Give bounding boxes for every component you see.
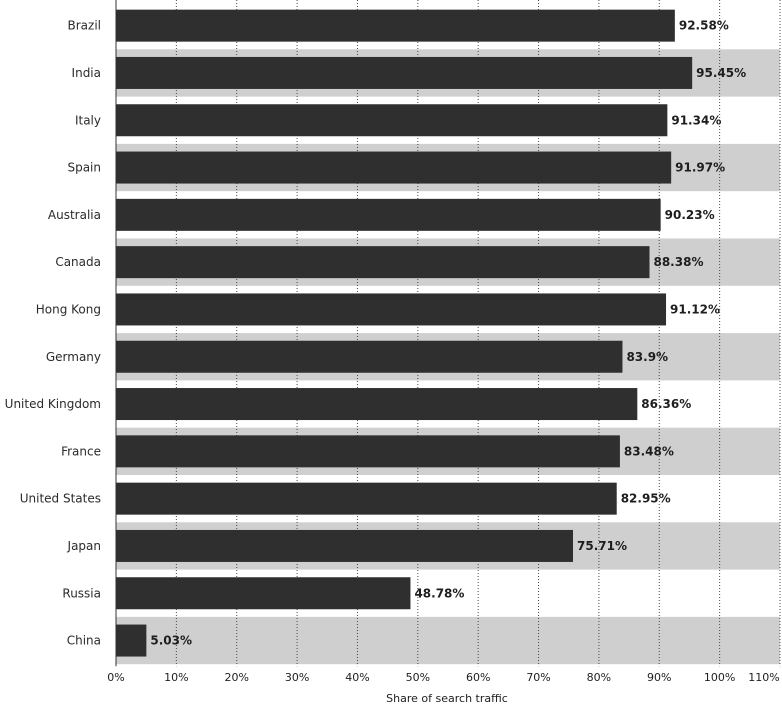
value-label: 90.23% [665, 208, 715, 222]
bar [116, 56, 693, 89]
x-tick-label: 90% [647, 671, 671, 684]
value-label: 5.03% [150, 634, 192, 648]
x-tick-label: 10% [164, 671, 188, 684]
x-tick-label: 0% [107, 671, 124, 684]
x-axis-ticks: 0% 10% 20% 30% 40% 50% 60% 70% 80% 90% 100% 110% [107, 671, 779, 684]
bar [116, 340, 623, 373]
category-label: China [67, 634, 101, 648]
bar [116, 435, 620, 468]
category-label: United States [20, 492, 101, 506]
x-tick-label: 30% [285, 671, 309, 684]
value-label: 91.97% [675, 161, 725, 175]
bar [116, 388, 638, 421]
x-tick-label: 40% [345, 671, 369, 684]
category-label: Spain [67, 161, 101, 175]
bar [116, 151, 672, 184]
value-label: 82.95% [621, 492, 671, 506]
value-labels: 92.58% 95.45% 91.34% 91.97% 90.23% 88.38% 91.1… [150, 19, 746, 648]
category-label: Russia [62, 586, 101, 600]
bars [116, 9, 693, 657]
category-label: Australia [48, 208, 101, 222]
bar [116, 482, 617, 515]
bar [116, 293, 667, 326]
category-label: United Kingdom [5, 397, 101, 411]
bar [116, 246, 650, 279]
value-label: 92.58% [679, 19, 729, 33]
x-tick-label: 110% [748, 671, 779, 684]
category-label: India [72, 66, 101, 80]
category-label: Italy [75, 113, 101, 127]
value-label: 75.71% [577, 539, 627, 553]
category-label: Germany [46, 350, 101, 364]
bar [116, 577, 411, 610]
bar [116, 624, 147, 657]
row-band [116, 616, 780, 665]
bar [116, 198, 661, 231]
category-label: France [61, 444, 101, 458]
x-tick-label: 20% [225, 671, 249, 684]
category-labels: Brazil India Italy Spain Australia Canada Hong… [5, 19, 101, 648]
value-label: 88.38% [653, 255, 703, 269]
x-tick-label: 50% [406, 671, 430, 684]
x-tick-label: 80% [587, 671, 611, 684]
value-label: 91.12% [670, 302, 720, 316]
value-label: 48.78% [414, 586, 464, 600]
x-tick-label: 60% [466, 671, 490, 684]
value-label: 83.48% [624, 444, 674, 458]
x-tick-label: 100% [704, 671, 735, 684]
value-label: 86.36% [641, 397, 691, 411]
x-tick-label: 70% [526, 671, 550, 684]
bar [116, 104, 668, 137]
category-label: Japan [67, 539, 101, 553]
category-label: Canada [55, 255, 101, 269]
value-label: 83.9% [626, 350, 668, 364]
category-label: Hong Kong [36, 302, 101, 316]
value-label: 95.45% [696, 66, 746, 80]
x-axis-title: Share of search traffic [386, 692, 508, 705]
bar [116, 529, 574, 562]
category-label: Brazil [68, 19, 102, 33]
value-label: 91.34% [671, 113, 721, 127]
bar [116, 9, 675, 42]
